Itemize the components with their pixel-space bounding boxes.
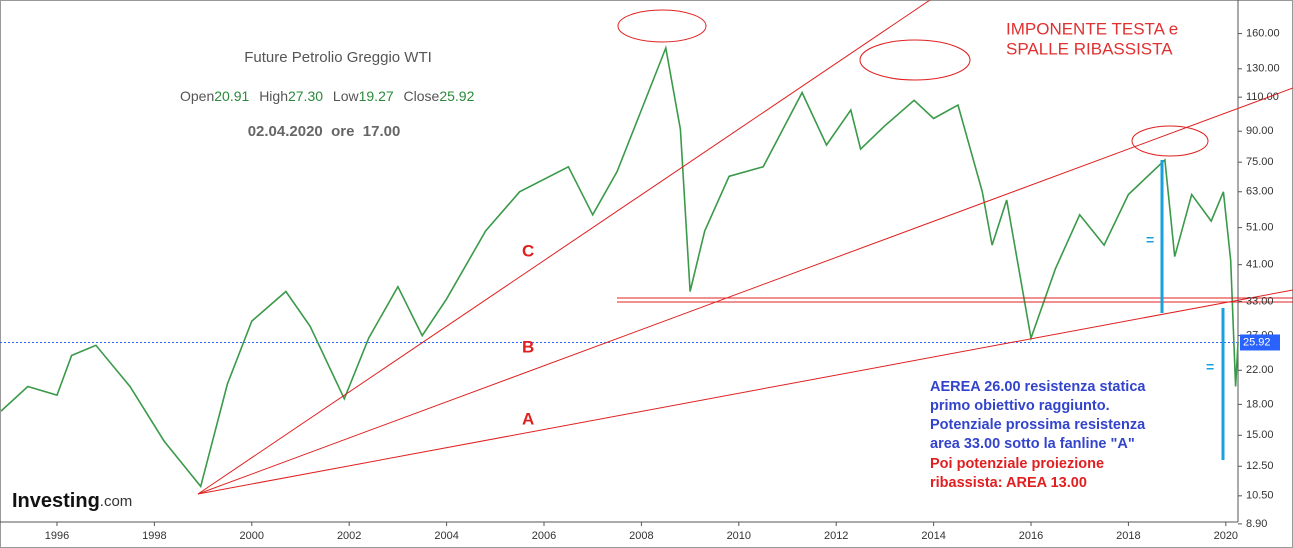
fanline-b bbox=[197, 87, 1293, 495]
fan-label: C bbox=[522, 241, 534, 260]
y-tick-label: 15.00 bbox=[1246, 429, 1274, 441]
y-tick-label: 41.00 bbox=[1246, 259, 1274, 271]
x-tick-label: 2020 bbox=[1214, 530, 1238, 542]
y-tick-label: 51.00 bbox=[1246, 222, 1274, 234]
x-tick-label: 1996 bbox=[45, 530, 69, 542]
x-tick-label: 2000 bbox=[240, 530, 264, 542]
ohlc-value: 27.30 bbox=[288, 88, 323, 104]
ohlc-label: Close bbox=[404, 88, 440, 104]
fan-label: A bbox=[522, 409, 534, 428]
shoulder-ellipse bbox=[1131, 125, 1209, 157]
price-line bbox=[0, 45, 1239, 489]
notes: AEREA 26.00 resistenza statica primo obi… bbox=[930, 379, 1146, 491]
logo-main: Investing bbox=[12, 490, 100, 512]
equal-mark: = bbox=[1206, 359, 1214, 375]
y-tick-label: 75.00 bbox=[1246, 156, 1274, 168]
plot bbox=[0, 45, 1239, 489]
x-tick-label: 2006 bbox=[532, 530, 556, 542]
x-tick-label: 2018 bbox=[1116, 530, 1140, 542]
x-tick-label: 2002 bbox=[337, 530, 361, 542]
y-tick-label: 12.50 bbox=[1246, 460, 1274, 472]
chart-title: Future Petrolio Greggio WTI bbox=[244, 49, 432, 66]
y-tick-label: 33.00 bbox=[1246, 295, 1274, 307]
y-tick-label: 90.00 bbox=[1246, 125, 1274, 137]
y-tick-label: 110.00 bbox=[1246, 91, 1279, 103]
y-tick-label: 130.00 bbox=[1246, 63, 1280, 75]
y-tick-label: 8.90 bbox=[1246, 518, 1267, 530]
y-tick-label: 63.00 bbox=[1246, 186, 1274, 198]
ohlc-value: 20.91 bbox=[214, 88, 249, 104]
ohlc-value: 25.92 bbox=[439, 88, 474, 104]
subtitle: 02.04.2020 ore 17.00 bbox=[248, 123, 401, 140]
note: AEREA 26.00 resistenza statica bbox=[930, 379, 1146, 395]
logo-suffix: .com bbox=[100, 493, 133, 510]
ohlc-value: 19.27 bbox=[359, 88, 394, 104]
x-tick-label: 2004 bbox=[434, 530, 458, 542]
logo: Investing.com bbox=[12, 490, 132, 512]
equal-mark: = bbox=[1146, 232, 1154, 248]
head-ellipse bbox=[617, 9, 707, 43]
x-tick-label: 2014 bbox=[921, 530, 945, 542]
y-tick-label: 18.00 bbox=[1246, 398, 1274, 410]
shoulder-ellipse bbox=[859, 39, 971, 81]
fanline-a bbox=[197, 289, 1293, 495]
ohlc: Open20.91 High27.30 Low19.27 Close25.92 bbox=[180, 88, 475, 104]
y-tick-label: 160.00 bbox=[1246, 27, 1280, 39]
x-tick-label: 1998 bbox=[142, 530, 166, 542]
last-price-label: 25.92 bbox=[1243, 336, 1271, 348]
note: Potenziale prossima resistenza bbox=[930, 417, 1146, 433]
x-tick-label: 2010 bbox=[727, 530, 751, 542]
x-tick-label: 2016 bbox=[1019, 530, 1043, 542]
note: Poi potenziale proiezione bbox=[930, 456, 1104, 472]
ohlc-label: High bbox=[259, 88, 288, 104]
fan-label: B bbox=[522, 337, 534, 356]
note: primo obiettivo raggiunto. bbox=[930, 398, 1110, 414]
note: area 33.00 sotto la fanline "A" bbox=[930, 436, 1135, 452]
y-tick-label: 10.50 bbox=[1246, 490, 1274, 502]
ohlc-label: Low bbox=[333, 88, 360, 104]
ohlc-label: Open bbox=[180, 88, 214, 104]
note: ribassista: AREA 13.00 bbox=[930, 475, 1087, 491]
headline: IMPONENTE TESTA e bbox=[1006, 19, 1178, 38]
fanline-c bbox=[197, 0, 931, 495]
headline: SPALLE RIBASSISTA bbox=[1006, 39, 1173, 58]
x-tick-label: 2012 bbox=[824, 530, 848, 542]
last-price-box bbox=[1240, 334, 1280, 351]
x-tick-label: 2008 bbox=[629, 530, 653, 542]
y-tick-label: 22.00 bbox=[1246, 364, 1274, 376]
